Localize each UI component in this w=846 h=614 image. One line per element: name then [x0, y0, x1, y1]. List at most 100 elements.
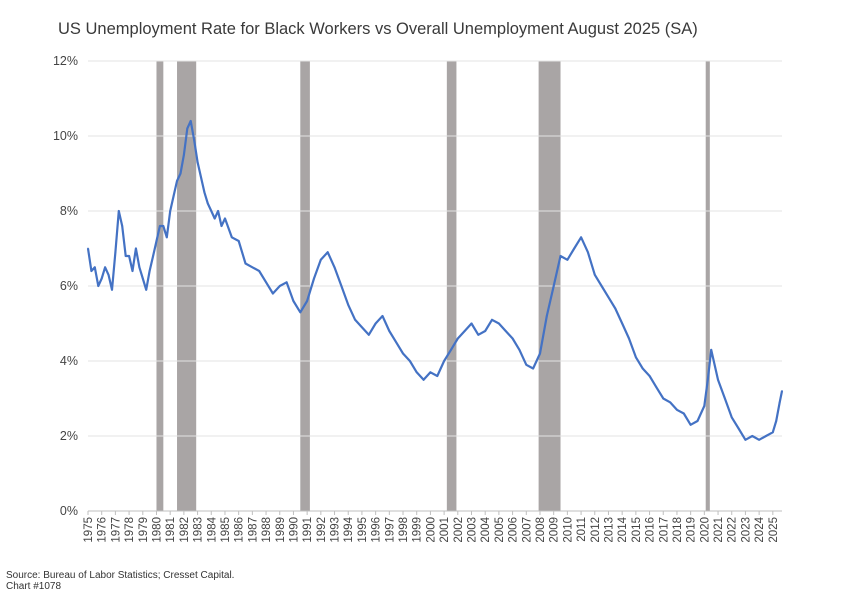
data-point: [155, 240, 158, 242]
data-point: [429, 371, 432, 374]
data-point: [117, 210, 120, 212]
data-point: [162, 225, 165, 227]
data-point: [121, 225, 124, 227]
data-point: [689, 423, 692, 426]
data-point: [504, 330, 507, 332]
x-tick-label: 2016: [645, 517, 657, 543]
data-point: [648, 375, 651, 377]
x-tick-label: 1999: [412, 517, 424, 543]
x-tick-label: 2001: [439, 517, 451, 543]
x-tick-label: 2022: [727, 517, 739, 543]
data-point: [114, 251, 117, 254]
data-point: [696, 420, 699, 422]
x-tick-label: 2004: [480, 516, 492, 542]
data-point: [628, 337, 630, 340]
x-tick-label: 1986: [234, 517, 246, 543]
data-point: [169, 210, 172, 212]
data-point: [737, 427, 740, 430]
data-point: [265, 281, 267, 284]
data-point: [775, 420, 778, 422]
x-tick-label: 2010: [562, 517, 574, 543]
data-point: [213, 217, 216, 220]
x-tick-label: 2025: [768, 517, 780, 543]
x-tick-label: 1998: [398, 517, 410, 543]
x-tick-label: 2018: [672, 517, 684, 543]
x-tick-label: 1975: [83, 517, 95, 543]
data-point: [778, 401, 781, 404]
data-point: [104, 266, 107, 269]
x-tick-label: 2005: [494, 517, 506, 543]
series-line-0: [86, 119, 784, 441]
x-tick-label: 2017: [658, 517, 670, 543]
data-point: [251, 266, 254, 269]
x-tick-label: 1983: [193, 517, 205, 543]
data-point: [90, 270, 93, 272]
data-point: [669, 401, 671, 404]
x-tick-label: 2003: [467, 517, 479, 543]
data-point: [518, 348, 521, 351]
data-point: [165, 236, 168, 239]
data-point: [765, 435, 767, 437]
data-point: [87, 247, 89, 250]
x-tick-label: 2015: [631, 517, 643, 543]
data-point: [682, 412, 685, 415]
x-tick-label: 2024: [754, 516, 766, 542]
data-point: [463, 330, 466, 332]
x-tick-label: 1997: [384, 517, 396, 543]
data-point: [306, 300, 309, 302]
data-point: [220, 225, 223, 227]
data-point: [381, 315, 384, 317]
x-tick-label: 1985: [220, 517, 232, 543]
data-point: [470, 322, 473, 325]
chart-title: US Unemployment Rate for Black Workers v…: [58, 20, 698, 38]
data-point: [237, 240, 240, 242]
chart-number: Chart #1078: [6, 581, 62, 592]
x-tick-label: 1996: [371, 517, 383, 543]
x-tick-label: 1976: [97, 517, 109, 543]
y-tick-label: 10%: [53, 129, 78, 143]
data-point: [614, 307, 617, 310]
x-tick-label: 2019: [686, 517, 698, 543]
data-point: [93, 266, 96, 269]
data-point: [361, 326, 363, 329]
data-point: [179, 172, 182, 175]
x-axis-ticks: 1975 1976 1977 1978 1979 1980 1981 1982 1983 1984…: [83, 511, 780, 543]
x-tick-label: 1990: [288, 517, 300, 543]
data-point: [436, 375, 439, 377]
data-point: [186, 127, 189, 130]
data-point: [138, 266, 141, 269]
data-point: [621, 322, 624, 325]
data-point: [172, 195, 175, 197]
x-tick-label: 2011: [576, 517, 588, 542]
gridlines: [88, 60, 782, 512]
x-tick-label: 1989: [275, 517, 287, 543]
footer: Source: Bureau of Labor Statistics; Cres…: [6, 570, 234, 592]
data-point: [292, 300, 295, 302]
data-point: [713, 363, 716, 366]
data-point: [655, 386, 658, 389]
data-point: [662, 397, 665, 400]
x-tick-label: 1984: [206, 516, 218, 542]
data-point: [141, 277, 144, 280]
x-tick-label: 2014: [617, 516, 629, 542]
data-point: [781, 390, 783, 392]
x-tick-label: 1992: [316, 517, 328, 543]
data-point: [131, 270, 134, 272]
y-tick-label: 2%: [60, 429, 78, 443]
y-tick-label: 12%: [53, 54, 78, 68]
data-point: [100, 277, 103, 280]
x-tick-label: 2013: [603, 517, 615, 543]
data-point: [135, 247, 137, 250]
data-point: [539, 352, 541, 355]
data-point: [450, 348, 452, 351]
data-point: [152, 255, 154, 257]
x-tick-label: 1978: [124, 517, 136, 543]
data-point: [97, 285, 100, 287]
data-point: [189, 120, 192, 122]
data-point: [580, 236, 582, 239]
data-point: [145, 288, 148, 291]
data-point: [313, 277, 315, 280]
data-point: [607, 296, 610, 299]
data-point: [107, 273, 110, 276]
line-chart: 0%2%4%6%8%10%12% 1975 1976 1977 1978 1979 198…: [53, 54, 784, 543]
